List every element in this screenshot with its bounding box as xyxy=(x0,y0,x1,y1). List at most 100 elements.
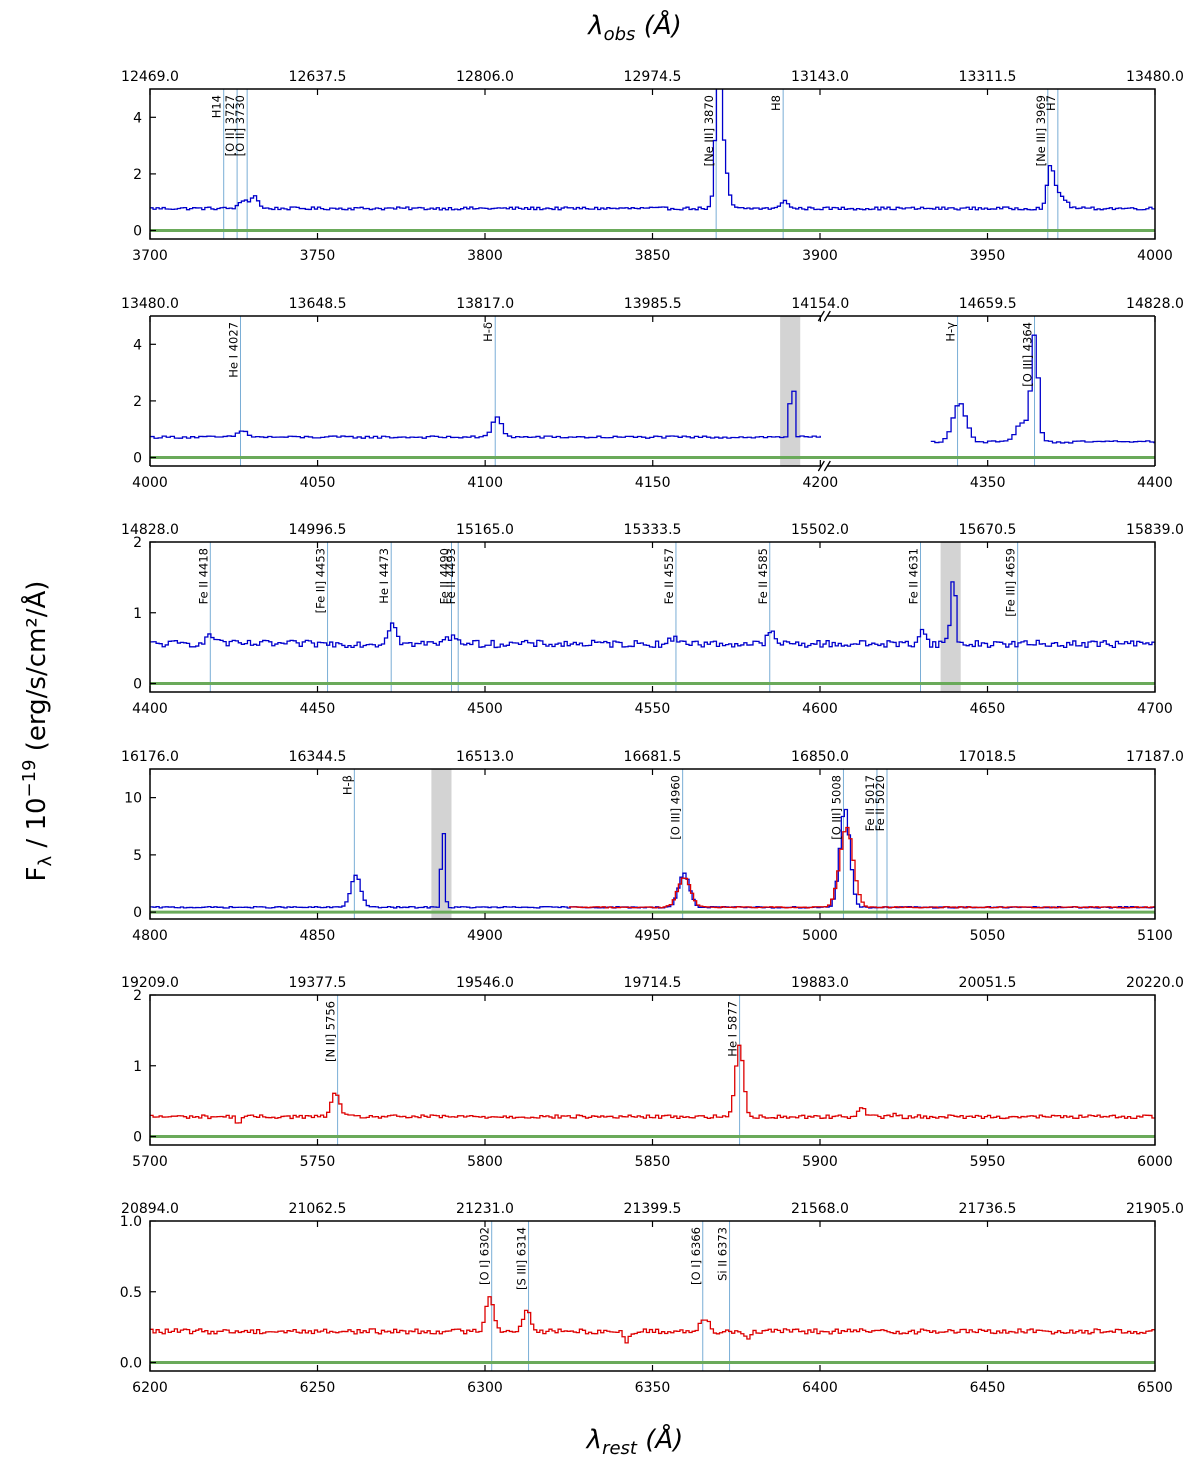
x-tick-label: 6400 xyxy=(802,1380,838,1396)
line-label: Fe II 4631 xyxy=(907,548,921,604)
axes-frame xyxy=(149,994,1156,1146)
top-tick-label: 15165.0 xyxy=(456,522,514,538)
bottom-axis-title: λrest (Å) xyxy=(585,1423,684,1459)
top-tick-label: 19377.5 xyxy=(289,975,347,991)
top-tick-label: 16850.0 xyxy=(791,749,849,765)
top-tick-label: 19883.0 xyxy=(791,975,849,991)
x-tick-label: 4500 xyxy=(467,701,503,717)
top-tick-label: 14996.5 xyxy=(289,522,347,538)
line-label: H-γ xyxy=(944,322,958,342)
x-tick-label: 4050 xyxy=(300,475,336,491)
axis-break-mark xyxy=(823,310,831,322)
line-label: Si II 6373 xyxy=(716,1227,730,1281)
y-tick-label: 0 xyxy=(133,1130,142,1146)
line-label: H14 xyxy=(210,95,224,118)
plot-area xyxy=(150,769,1155,919)
plot-area xyxy=(150,1221,1155,1371)
y-tick-label: 1.0 xyxy=(120,1214,142,1230)
line-label: H7 xyxy=(1044,95,1058,111)
top-tick-label: 13311.5 xyxy=(959,69,1017,85)
line-label: [O III] 5008 xyxy=(829,775,843,840)
axes-frame xyxy=(149,88,1156,240)
spectrum-panel-5: 5700 19209.0 5750 19377.5 5800 19546.0 5850 197… xyxy=(121,975,1184,1170)
spectrum-panels: 3700 12469.0 3750 12637.5 3800 12806.0 3850 129… xyxy=(120,69,1184,1396)
top-tick-label: 20894.0 xyxy=(121,1201,179,1217)
flux-spectrum-blue xyxy=(150,808,1155,909)
top-tick-label: 20220.0 xyxy=(1126,975,1184,991)
line-label: Fe II 4557 xyxy=(662,548,676,604)
top-tick-label: 21905.0 xyxy=(1126,1201,1184,1217)
x-tick-label: 4000 xyxy=(132,475,168,491)
y-tick-label: 1 xyxy=(133,1059,142,1075)
y-tick-label: 0 xyxy=(133,677,142,693)
x-tick-label: 6200 xyxy=(132,1380,168,1396)
x-tick-label: 4700 xyxy=(1137,701,1173,717)
axes-frame xyxy=(149,1220,1156,1372)
top-tick-label: 19546.0 xyxy=(456,975,514,991)
flux-spectrum-red xyxy=(150,1044,1155,1124)
y-tick-label: 0 xyxy=(133,451,142,467)
x-tick-label: 4150 xyxy=(635,475,671,491)
x-tick-label: 3700 xyxy=(132,248,168,264)
x-tick-label: 4950 xyxy=(635,928,671,944)
line-label: He I 4027 xyxy=(226,322,240,378)
x-tick-label: 4800 xyxy=(132,928,168,944)
y-tick-label: 2 xyxy=(133,167,142,183)
y-tick-label: 1 xyxy=(133,606,142,622)
top-tick-label: 13648.5 xyxy=(289,296,347,312)
x-tick-label: 3800 xyxy=(467,248,503,264)
y-tick-label: 5 xyxy=(133,848,142,864)
line-label: Fe II 5017 xyxy=(863,775,877,831)
top-tick-label: 21231.0 xyxy=(456,1201,514,1217)
plot-area xyxy=(150,542,1155,692)
line-label: Fe II 4493 xyxy=(444,548,458,604)
top-tick-label: 12637.5 xyxy=(289,69,347,85)
x-tick-label: 4600 xyxy=(802,701,838,717)
y-tick-label: 0 xyxy=(133,905,142,921)
x-tick-label: 5800 xyxy=(467,1154,503,1170)
x-tick-label: 4100 xyxy=(467,475,503,491)
line-label: He I 4473 xyxy=(377,548,391,604)
line-label: He I 5877 xyxy=(726,1001,740,1057)
top-tick-label: 14659.5 xyxy=(959,296,1017,312)
plot-area xyxy=(150,995,1155,1145)
spectrum-panel-4: 4800 16176.0 4850 16344.5 4900 16513.0 4950 166… xyxy=(121,749,1184,944)
y-tick-label: 0.5 xyxy=(120,1285,142,1301)
masked-region xyxy=(780,316,801,466)
top-tick-label: 16344.5 xyxy=(289,749,347,765)
y-tick-label: 4 xyxy=(133,337,142,353)
x-tick-label: 3950 xyxy=(970,248,1006,264)
top-tick-label: 16513.0 xyxy=(456,749,514,765)
y-tick-label: 0 xyxy=(133,224,142,240)
x-tick-label: 5000 xyxy=(802,928,838,944)
top-tick-label: 16176.0 xyxy=(121,749,179,765)
x-tick-label: 5100 xyxy=(1137,928,1173,944)
top-tick-label: 14154.0 xyxy=(791,296,849,312)
line-label: [O I] 6366 xyxy=(689,1227,703,1285)
top-tick-label: 12974.5 xyxy=(624,69,682,85)
x-tick-label: 4850 xyxy=(300,928,336,944)
spectrum-panel-1: 3700 12469.0 3750 12637.5 3800 12806.0 3850 129… xyxy=(121,69,1184,264)
line-label: [O III] 4960 xyxy=(669,775,683,840)
y-tick-label: 2 xyxy=(133,988,142,1004)
line-label: [Fe II] 4453 xyxy=(314,548,328,613)
plot-area xyxy=(150,316,1155,466)
line-label: [Fe III] 4659 xyxy=(1004,548,1018,617)
x-tick-label: 6250 xyxy=(300,1380,336,1396)
line-label: [Ne III] 3870 xyxy=(702,95,716,166)
x-tick-label: 4650 xyxy=(970,701,1006,717)
x-tick-label: 6000 xyxy=(1137,1154,1173,1170)
x-tick-label: 3900 xyxy=(802,248,838,264)
flux-spectrum-red xyxy=(568,826,1155,909)
spectrum-panel-6: 6200 20894.0 6250 21062.5 6300 21231.0 6350 213… xyxy=(120,1201,1184,1396)
line-label: Fe II 5020 xyxy=(873,775,887,831)
top-tick-label: 17187.0 xyxy=(1126,749,1184,765)
spectrum-panel-2: 4000 13480.0 4050 13648.5 4100 13817.0 4150 139… xyxy=(121,296,1184,491)
x-tick-label: 4900 xyxy=(467,928,503,944)
line-label: [O II] 3727 xyxy=(223,95,237,156)
x-tick-label: 4450 xyxy=(300,701,336,717)
flux-spectrum-red xyxy=(150,1296,1155,1344)
x-tick-label: 5900 xyxy=(802,1154,838,1170)
x-tick-label: 4400 xyxy=(132,701,168,717)
axes-frame xyxy=(149,315,1156,467)
